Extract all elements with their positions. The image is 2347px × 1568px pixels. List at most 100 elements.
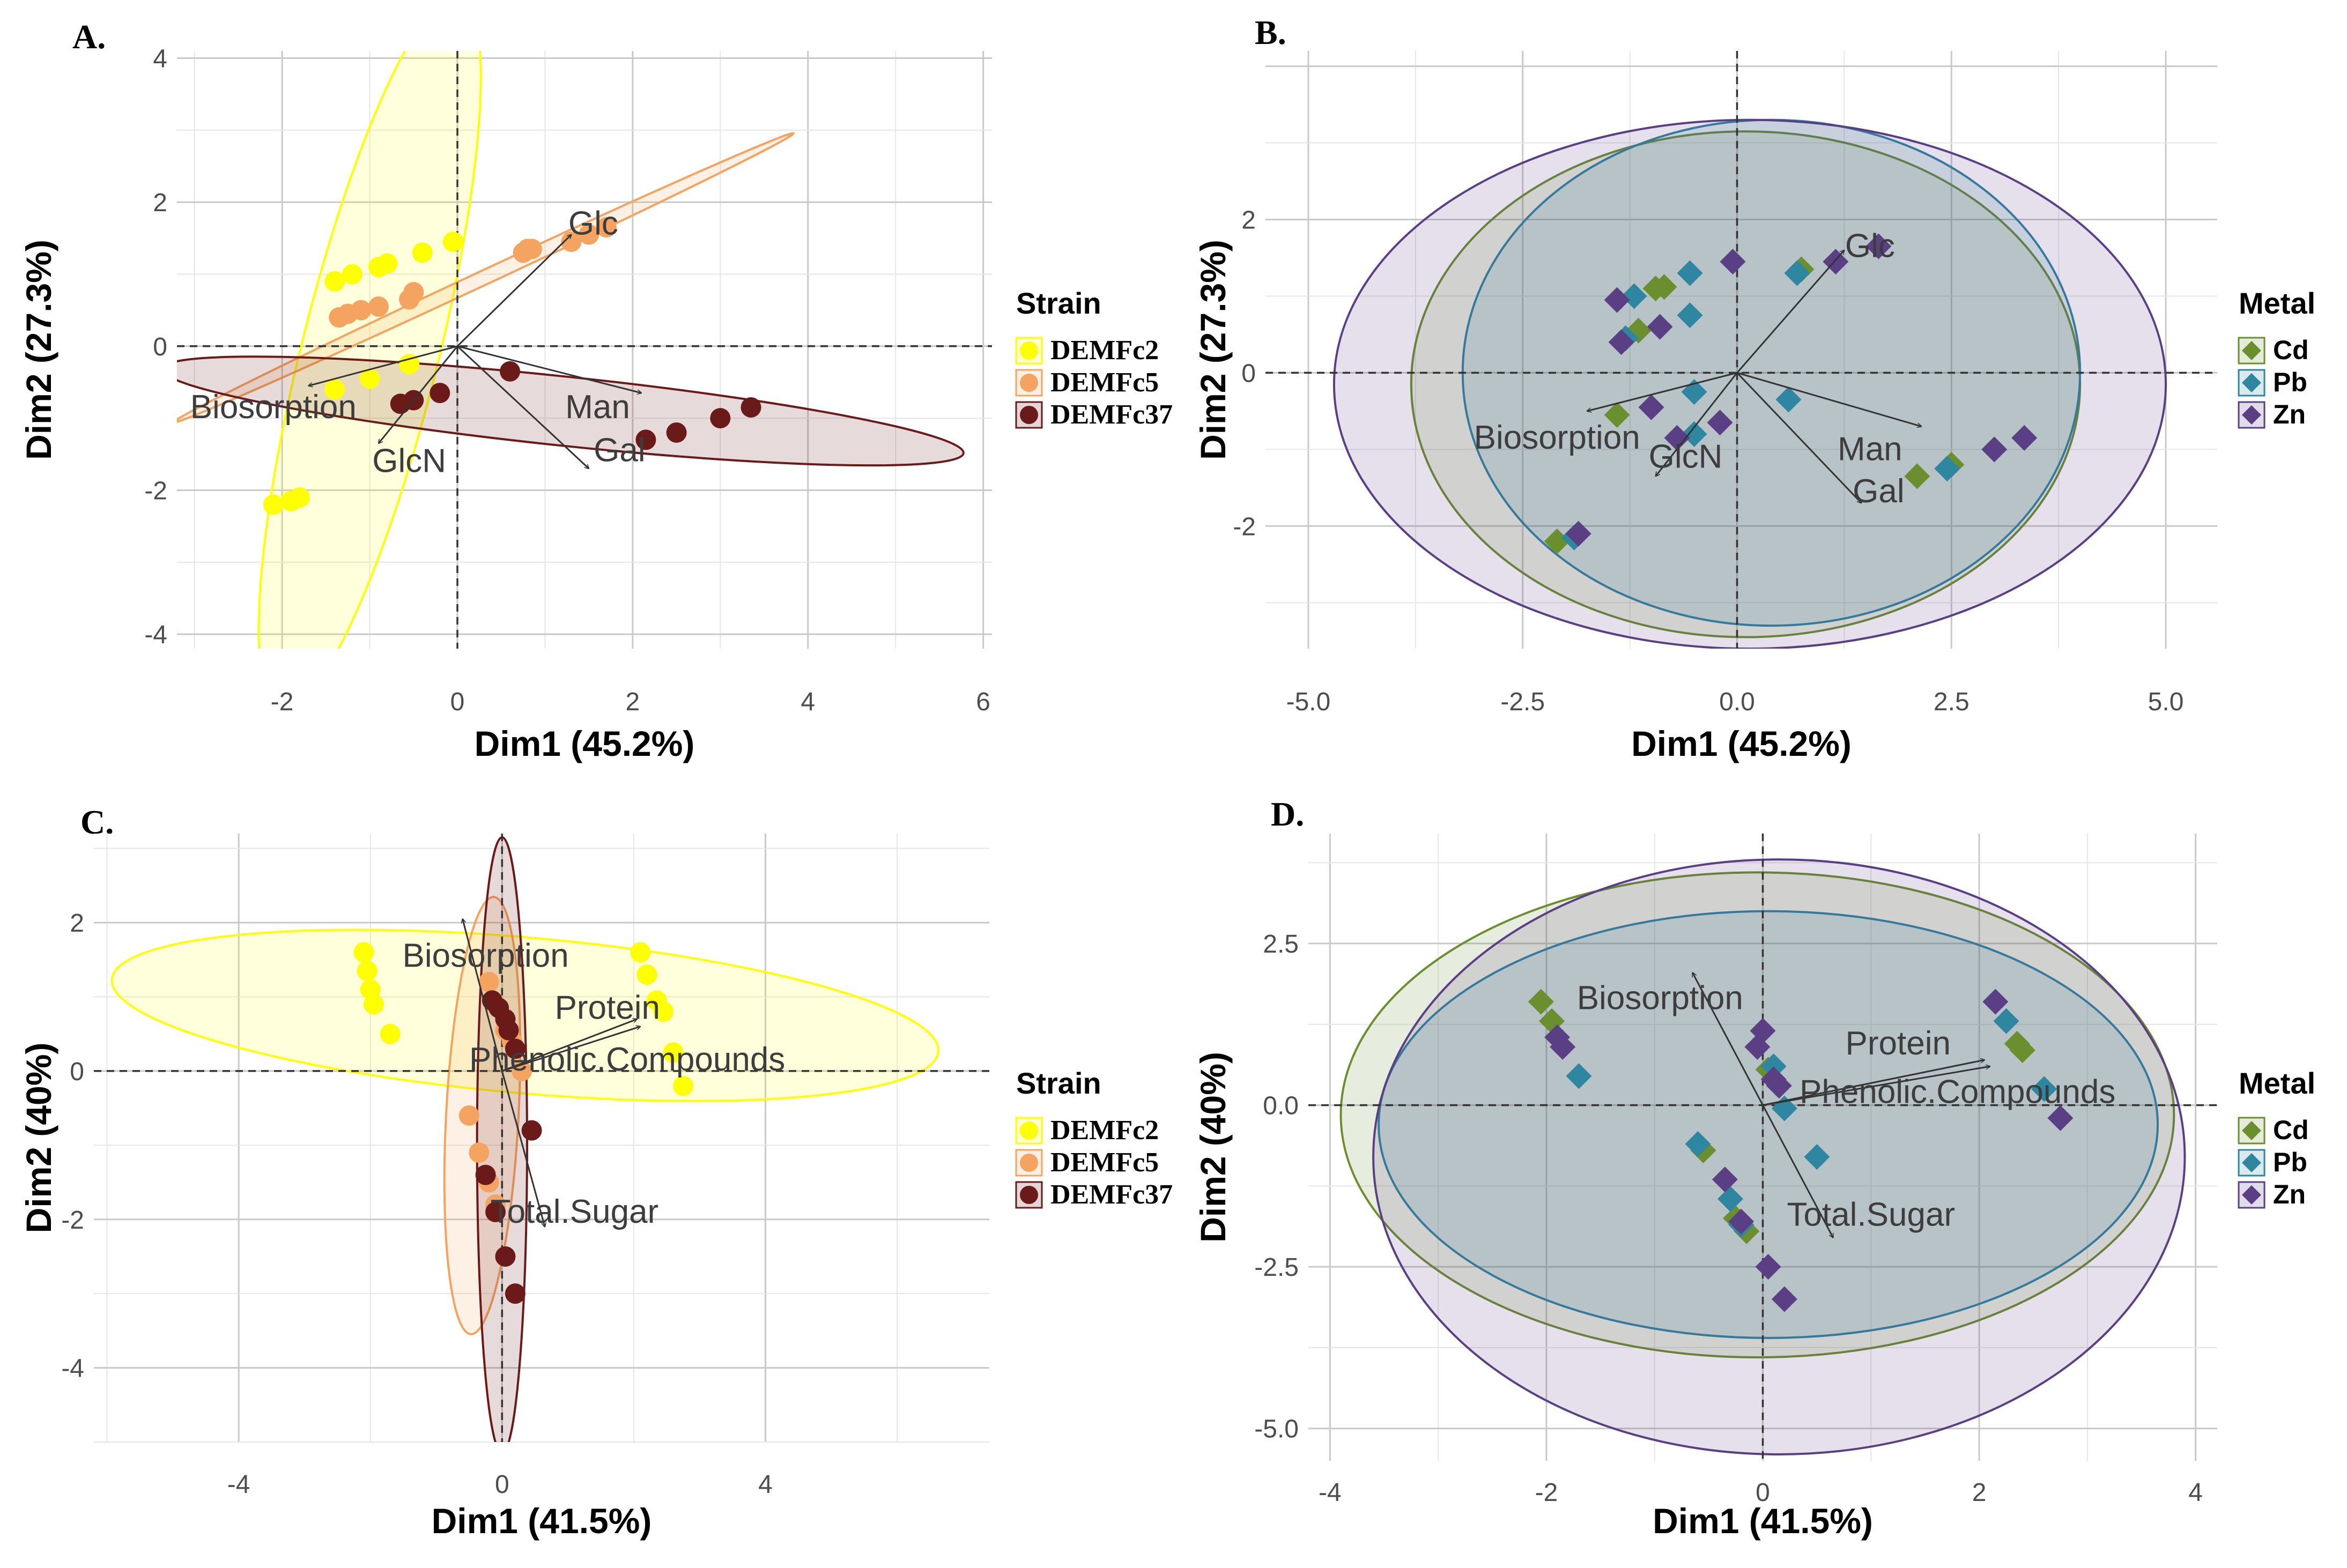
data-point-demfc2: [663, 1042, 684, 1063]
legend-marker-zn: [2242, 405, 2261, 425]
y-tick-label: -2: [1233, 512, 1256, 541]
x-tick-label: 0: [1756, 1478, 1770, 1507]
legend-label-zn: Zn: [2273, 1179, 2306, 1209]
data-point-demfc37: [500, 361, 521, 382]
y-tick-label: -5.0: [1254, 1415, 1299, 1444]
variable-label-glcn: GlcN: [1649, 439, 1723, 475]
data-point-demfc37: [485, 1201, 506, 1222]
x-tick-label: 4: [2188, 1478, 2203, 1507]
loading-arrow-phenolic-compounds: [501, 1027, 640, 1072]
y-tick-label: 0: [153, 333, 167, 361]
data-point-cd: [1651, 274, 1677, 300]
ellipse-demfc2: [257, 51, 482, 649]
y-axis-title: Dim2 (27.3%): [19, 240, 58, 460]
data-point-pb: [1804, 1144, 1830, 1170]
x-tick-label: 0.0: [1719, 688, 1755, 716]
legend-marker-pb: [2242, 373, 2261, 392]
data-point-demfc2: [399, 354, 420, 375]
y-tick-label: -2.5: [1254, 1253, 1299, 1282]
loading-arrow-glc: [1736, 250, 1845, 374]
y-tick-label: -4: [61, 1355, 84, 1383]
y-tick-label: 0.0: [1263, 1092, 1299, 1120]
data-point-zn: [1981, 436, 2008, 463]
data-point-demfc5: [403, 282, 424, 303]
data-point-zn: [1707, 410, 1733, 436]
x-axis-title: Dim1 (41.5%): [432, 1501, 652, 1541]
y-axis-title: Dim2 (40%): [1193, 1052, 1233, 1243]
data-point-zn: [1608, 329, 1634, 355]
y-tick-label: -4: [144, 621, 167, 649]
variable-label-biosorption: Biosorption: [1474, 419, 1640, 456]
legend-marker-demfc37: [1020, 406, 1038, 424]
loading-arrow-gal: [1736, 372, 1862, 503]
legend-label-demfc2: DEMFc2: [1050, 335, 1159, 366]
data-point-pb: [1775, 387, 1802, 413]
x-tick-label: 2.5: [1934, 688, 1970, 716]
data-point-zn: [1750, 1017, 1776, 1044]
data-point-demfc37: [521, 1120, 542, 1141]
data-point-zn: [1664, 425, 1690, 451]
x-tick-label: 0: [495, 1470, 509, 1499]
legend-title: Metal: [2239, 1066, 2315, 1100]
loading-arrow-protein: [501, 1019, 637, 1072]
loading-arrow-man: [457, 345, 641, 393]
data-point-demfc2: [357, 961, 377, 982]
ellipse-pb: [1378, 910, 2159, 1339]
data-point-demfc2: [442, 231, 463, 252]
data-point-zn: [2011, 425, 2038, 451]
data-point-demfc5: [521, 239, 542, 259]
legend-marker-demfc2: [1020, 1121, 1038, 1140]
x-tick-label: -4: [227, 1470, 250, 1499]
x-tick-label: -2.5: [1500, 688, 1545, 716]
data-point-demfc2: [324, 271, 345, 292]
data-point-pb: [1566, 1063, 1592, 1089]
data-point-demfc37: [710, 408, 731, 429]
panel-d: D. -4 -2 0 2 4 -5.0 -2.5 0.0 2.5 Dim1 (41.5%) Dim2 …: [1193, 795, 2315, 1541]
loading-arrow-biosorption: [1692, 972, 1764, 1106]
data-point-demfc5: [596, 217, 617, 238]
data-point-demfc5: [478, 971, 499, 992]
data-point-zn: [1712, 1166, 1738, 1193]
y-tick-label: 2.5: [1263, 930, 1299, 958]
data-point-pb: [1621, 283, 1647, 309]
loading-arrow-glcn: [1656, 372, 1738, 476]
data-point-demfc37: [505, 1038, 525, 1059]
data-point-demfc2: [324, 379, 345, 400]
legend-label-demfc5: DEMFc5: [1050, 1147, 1159, 1178]
data-point-zn: [1865, 233, 1892, 259]
data-point-zn: [1766, 1073, 1792, 1099]
data-point-demfc2: [673, 1075, 694, 1096]
data-point-pb: [1934, 456, 1960, 482]
y-tick-label: 2: [153, 189, 167, 217]
panel-label: D.: [1271, 795, 1304, 833]
legend-label-pb: Pb: [2273, 367, 2307, 397]
variable-label-biosorption: Biosorption: [190, 389, 357, 426]
variable-label-biosorption: Biosorption: [403, 937, 569, 974]
variable-label-total-sugar: Total.Sugar: [491, 1193, 659, 1230]
legend-title: Metal: [2239, 286, 2315, 320]
ellipse-zn: [1372, 858, 2186, 1455]
variable-label-glcn: GlcN: [372, 443, 446, 480]
data-point-cd: [1904, 463, 1930, 489]
variable-label-gal: Gal: [1853, 473, 1904, 510]
data-point-zn: [1565, 521, 1591, 547]
data-point-demfc37: [430, 383, 450, 404]
grid: [177, 51, 992, 649]
legend-marker-demfc2: [1020, 341, 1038, 360]
data-point-demfc2: [630, 942, 651, 963]
loading-arrow-gal: [456, 345, 589, 469]
y-tick-label: 0: [1241, 359, 1256, 388]
legend-marker-zn: [2242, 1185, 2261, 1205]
loading-arrow-biosorption: [463, 919, 503, 1072]
legend-title: Strain: [1016, 1066, 1101, 1100]
data-point-demfc5: [561, 231, 582, 252]
data-point-zn: [1771, 1286, 1797, 1312]
data-point-pb: [1717, 1186, 1743, 1212]
data-point-pb: [1677, 302, 1703, 329]
data-point-cd: [1544, 528, 1570, 554]
legend-marker-demfc5: [1020, 1154, 1038, 1172]
x-tick-label: 4: [801, 688, 815, 716]
